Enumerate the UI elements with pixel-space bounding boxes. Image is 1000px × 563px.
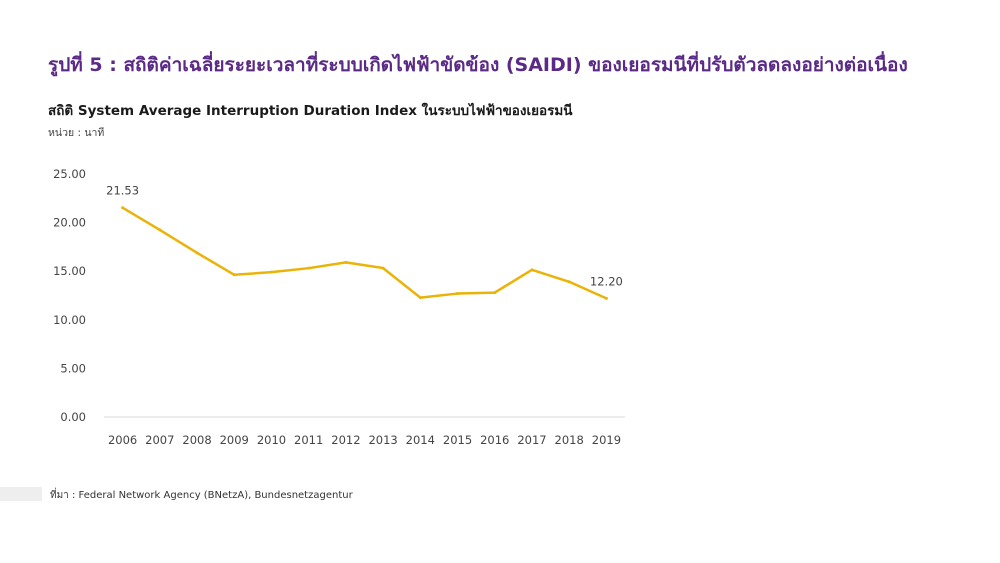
x-tick-label: 2017 — [517, 433, 546, 447]
x-tick-label: 2012 — [331, 433, 360, 447]
y-tick-label: 15.00 — [53, 264, 86, 278]
data-point — [158, 228, 162, 232]
data-point — [567, 280, 571, 284]
data-point — [381, 266, 385, 270]
x-tick-label: 2016 — [480, 433, 509, 447]
data-point — [456, 292, 460, 296]
data-point — [604, 296, 608, 300]
x-axis-ticks: 2006 2007 2008 2009 2010 2011 2012 2013 2014 2015… — [108, 433, 621, 447]
x-tick-label: 2015 — [443, 433, 472, 447]
y-tick-label: 10.00 — [53, 313, 86, 327]
unit-label: หน่วย : นาที — [48, 127, 105, 139]
x-tick-label: 2007 — [145, 433, 174, 447]
data-point — [307, 266, 311, 270]
data-point — [232, 273, 236, 277]
y-tick-label: 25.00 — [53, 167, 86, 181]
series-group — [121, 206, 608, 300]
x-tick-label: 2008 — [182, 433, 211, 447]
data-point — [344, 260, 348, 264]
data-point — [418, 296, 422, 300]
data-point — [269, 270, 273, 274]
x-tick-label: 2009 — [220, 433, 249, 447]
data-label: 12.20 — [590, 274, 623, 288]
x-tick-label: 2013 — [368, 433, 397, 447]
y-tick-label: 20.00 — [53, 216, 86, 230]
y-axis-ticks: 25.00 20.00 15.00 10.00 5.00 0.00 — [53, 167, 86, 424]
data-labels: 21.53 12.20 — [106, 184, 623, 289]
data-label: 21.53 — [106, 184, 139, 198]
source-bar — [0, 487, 42, 501]
chart-title: สถิติ System Average Interruption Durati… — [48, 103, 573, 119]
x-tick-label: 2014 — [406, 433, 435, 447]
source-note: ที่มา : Federal Network Agency (BNetzA),… — [50, 490, 353, 501]
series-line — [121, 206, 608, 300]
data-point — [121, 206, 125, 210]
x-tick-label: 2018 — [555, 433, 584, 447]
data-point — [493, 291, 497, 295]
y-tick-label: 5.00 — [60, 361, 86, 375]
data-point — [195, 251, 199, 255]
data-point — [530, 268, 534, 272]
x-tick-label: 2006 — [108, 433, 137, 447]
x-tick-label: 2011 — [294, 433, 323, 447]
figure-title: รูปที่ 5 : สถิติค่าเฉลี่ยระยะเวลาที่ระบบ… — [48, 54, 908, 76]
y-tick-label: 0.00 — [60, 410, 86, 424]
x-tick-label: 2010 — [257, 433, 286, 447]
x-tick-label: 2019 — [592, 433, 621, 447]
